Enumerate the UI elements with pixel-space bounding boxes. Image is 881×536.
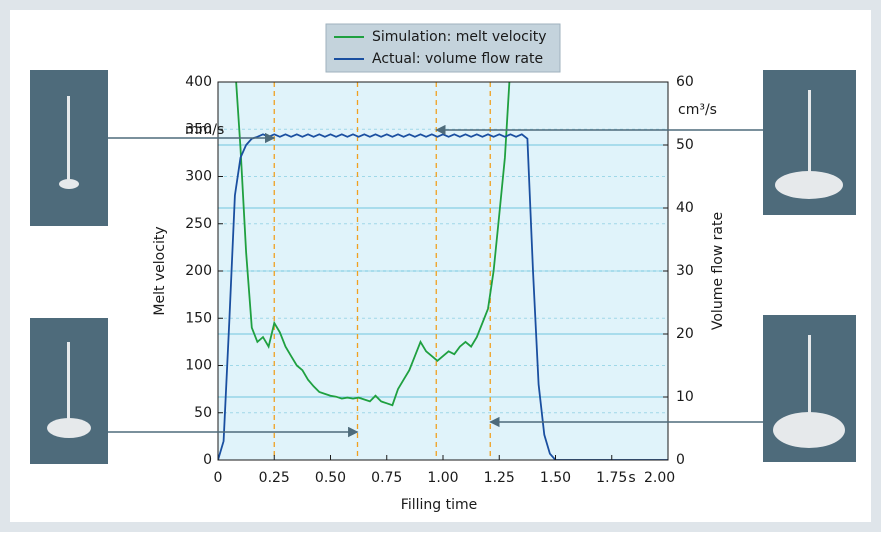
y2-tick-label: 30	[676, 263, 694, 279]
y2-tick-label: 10	[676, 389, 694, 405]
y-tick-label: 200	[185, 263, 212, 279]
x-tick-label: 1.00	[427, 470, 458, 486]
y2-axis-label: Volume flow rate	[710, 212, 726, 330]
y2-tick-label: 0	[676, 452, 685, 468]
x-unit: s	[628, 470, 635, 486]
y-tick-label: 350	[185, 121, 212, 137]
y2-unit: cm³/s	[678, 102, 717, 118]
legend-label: Actual: volume flow rate	[372, 51, 543, 67]
y-axis-label: Melt velocity	[152, 226, 168, 315]
y2-tick-label: 60	[676, 74, 694, 90]
thumbnail	[30, 70, 108, 226]
legend-label: Simulation: melt velocity	[372, 29, 547, 45]
thumbnail	[763, 70, 856, 215]
x-tick-label: 1.50	[540, 470, 571, 486]
legend: Simulation: melt velocity Actual: volume …	[326, 24, 560, 72]
y2-tick-label: 20	[676, 326, 694, 342]
x-tick-label: 0.25	[259, 470, 290, 486]
x-axis-label: Filling time	[401, 497, 477, 513]
x-tick-label: 1.25	[484, 470, 515, 486]
chart: Filling time Melt velocity Volume flow r…	[0, 0, 881, 532]
y-tick-label: 400	[185, 74, 212, 90]
y-tick-label: 100	[185, 358, 212, 374]
y2-tick-label: 50	[676, 137, 694, 153]
thumbnail	[763, 315, 856, 462]
x-tick-label: 2.00	[644, 470, 675, 486]
y-tick-label: 150	[185, 310, 212, 326]
y-tick-label: 50	[194, 405, 212, 421]
x-tick-label: 1.75	[596, 470, 627, 486]
y-tick-label: 0	[203, 452, 212, 468]
x-tick-label: 0.50	[315, 470, 346, 486]
x-tick-label: 0.75	[371, 470, 402, 486]
y2-tick-label: 40	[676, 200, 694, 216]
y-tick-label: 250	[185, 216, 212, 232]
x-tick-label: 0	[214, 470, 223, 486]
thumbnail	[30, 318, 108, 464]
y-tick-label: 300	[185, 169, 212, 185]
